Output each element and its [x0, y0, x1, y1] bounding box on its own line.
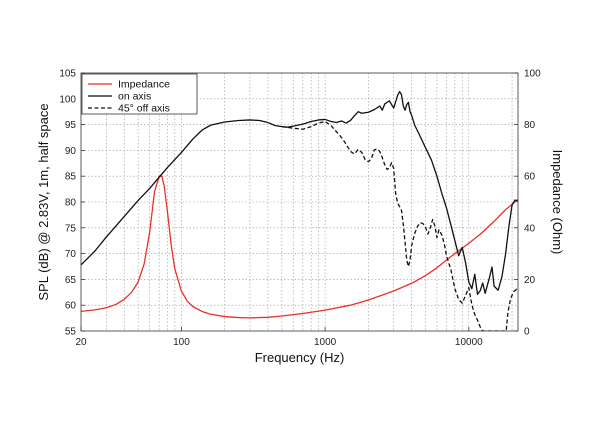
y2-tick-label: 100: [524, 69, 541, 80]
y-tick-label: 75: [65, 223, 77, 234]
y-tick-label: 95: [65, 120, 77, 131]
legend-label-off-axis: 45° off axis: [118, 103, 170, 115]
y2-tick-label: 20: [524, 275, 536, 286]
y2-tick-label: 80: [524, 120, 536, 131]
x-tick-label: 10000: [455, 337, 483, 348]
y-tick-label: 80: [65, 198, 77, 209]
y-tick-label: 60: [65, 301, 77, 312]
y-tick-label: 70: [65, 249, 77, 260]
y2-axis-title: Impedance (Ohm): [550, 150, 565, 255]
series-line-off-axis: [281, 120, 518, 331]
y2-tick-label: 60: [524, 172, 536, 183]
y-tick-label: 85: [65, 172, 77, 183]
x-tick-label: 1000: [314, 337, 337, 348]
axis-ticks: 55 60 65 70 75 80 85 90 95 100 105 0 20 40 60 80 100 20 10…: [59, 69, 541, 349]
y-tick-label: 100: [59, 94, 76, 105]
y2-tick-label: 0: [524, 327, 530, 338]
x-tick-label: 100: [173, 337, 190, 348]
legend-box: [81, 73, 198, 115]
series-line-on-axis: [81, 90, 518, 296]
legend-label-on-axis: on axis: [118, 91, 151, 103]
y-tick-label: 90: [65, 146, 77, 157]
x-axis-title: Frequency (Hz): [255, 350, 345, 365]
legend-label-impedance: Impedance: [118, 79, 170, 91]
x-tick-label: 20: [75, 337, 87, 348]
legend: Impedance on axis 45° off axis: [81, 73, 198, 115]
y-tick-label: 55: [65, 327, 77, 338]
y2-tick-label: 40: [524, 223, 536, 234]
y-tick-label: 65: [65, 275, 77, 286]
y-axis-title: SPL (dB) @ 2.83V, 1m, half space: [36, 103, 51, 300]
series-lines: [81, 90, 518, 331]
series-line-impedance: [81, 175, 518, 319]
y-tick-label: 105: [59, 69, 76, 80]
